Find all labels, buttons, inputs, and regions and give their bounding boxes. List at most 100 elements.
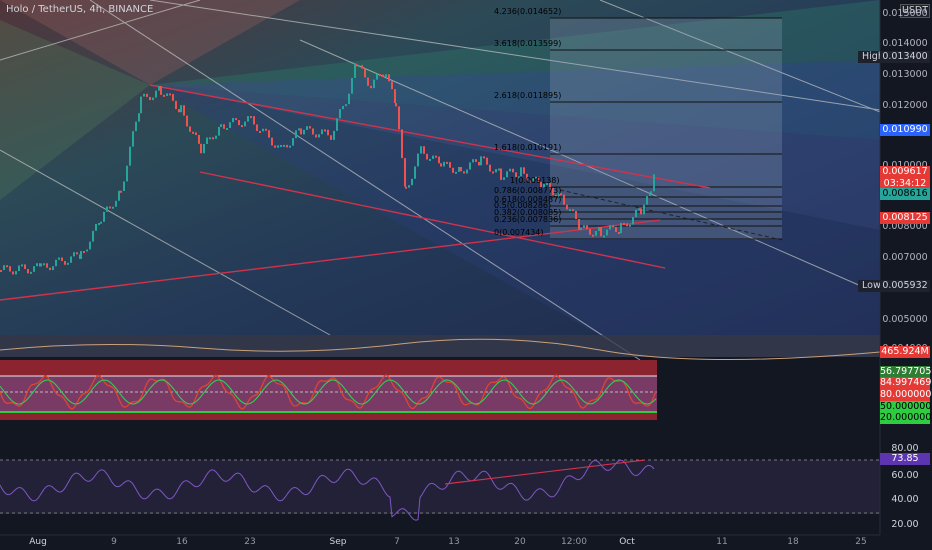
candle (238, 120, 240, 126)
candle (330, 135, 332, 140)
candle (226, 127, 228, 130)
currency-label[interactable]: USDT (900, 4, 930, 18)
fib-level-label: 0.618(0.008487) (494, 195, 562, 204)
candle (443, 161, 445, 167)
candle (620, 223, 622, 234)
candle (367, 77, 369, 86)
candle (526, 173, 528, 181)
candle (152, 97, 154, 101)
candle (95, 223, 97, 231)
time-tick: 25 (855, 537, 867, 547)
candle (209, 137, 211, 140)
candle (486, 157, 488, 165)
candle (256, 124, 258, 131)
candle (560, 193, 562, 196)
candle (140, 96, 142, 114)
low-value: 0.005932 (880, 280, 930, 292)
candle (423, 146, 425, 154)
candle (342, 105, 344, 110)
chart-title: Holo / TetherUS, 4h, BINANCE (6, 4, 154, 15)
candle (206, 137, 208, 144)
candle (420, 146, 422, 154)
time-tick: 9 (111, 537, 117, 547)
candle (169, 93, 171, 96)
candle (80, 251, 82, 259)
candle (379, 74, 381, 77)
candle (268, 130, 270, 138)
candle (432, 155, 434, 159)
candle (649, 193, 651, 197)
price-tick: 0.005000 (882, 314, 928, 325)
candle (532, 177, 534, 182)
price-tick: 0.008000 (882, 221, 928, 232)
candle (115, 200, 117, 207)
candle (364, 68, 366, 78)
price-tick: 0.015000 (882, 8, 928, 19)
stoch-upper: 80.000000 (880, 389, 932, 401)
candle (180, 105, 182, 113)
candle (271, 137, 273, 146)
candle (408, 185, 410, 188)
candle (382, 74, 384, 77)
candle (327, 129, 329, 136)
candle (435, 155, 437, 158)
fib-level-label: 0.236(0.007836) (494, 215, 562, 224)
time-tick: 11 (716, 537, 728, 547)
candle (520, 167, 522, 177)
fib-level-label: 0(0.007434) (494, 228, 544, 237)
candle (70, 256, 72, 263)
candle (529, 180, 531, 183)
candle (595, 231, 597, 236)
candle (336, 118, 338, 131)
candle (569, 209, 571, 212)
candle (292, 138, 294, 146)
candle (98, 223, 100, 226)
candle (440, 163, 442, 167)
candle (623, 223, 625, 226)
candle (112, 206, 114, 209)
candle (43, 263, 45, 266)
candle (33, 266, 35, 272)
candle (36, 263, 38, 267)
candle (333, 130, 335, 140)
candle (426, 153, 428, 160)
high-value: 0.013400 (880, 51, 930, 63)
candle (411, 178, 413, 186)
candle (414, 166, 416, 179)
candle (86, 249, 88, 252)
candle (475, 159, 477, 162)
candle (609, 225, 611, 230)
price-tick: 0.007000 (882, 252, 928, 263)
candle (61, 257, 63, 262)
candle (391, 81, 393, 90)
candle (58, 257, 60, 260)
candle (158, 86, 160, 91)
candle (15, 271, 17, 275)
candle (123, 181, 125, 192)
candle (83, 251, 85, 254)
candle (100, 221, 102, 224)
candle (583, 225, 585, 228)
candle (512, 168, 514, 173)
candle (489, 164, 491, 172)
candle (653, 174, 655, 192)
candle (543, 183, 545, 189)
candle (189, 126, 191, 132)
candle (9, 266, 11, 272)
candle (646, 196, 648, 205)
candle (358, 65, 360, 68)
time-tick: 23 (244, 537, 256, 547)
candle (376, 74, 378, 80)
stoch-k-value: 56.797705 (880, 366, 932, 378)
candle (55, 259, 57, 267)
price-tick: 0.012000 (882, 100, 928, 111)
fib-level-label: 2.618(0.011895) (494, 91, 562, 100)
candle (523, 167, 525, 174)
candle (592, 234, 594, 237)
rsi-tick-40: 40.00 (891, 494, 919, 505)
candle (452, 167, 454, 173)
candle (361, 65, 363, 69)
candle (253, 116, 255, 125)
candle (138, 113, 140, 122)
